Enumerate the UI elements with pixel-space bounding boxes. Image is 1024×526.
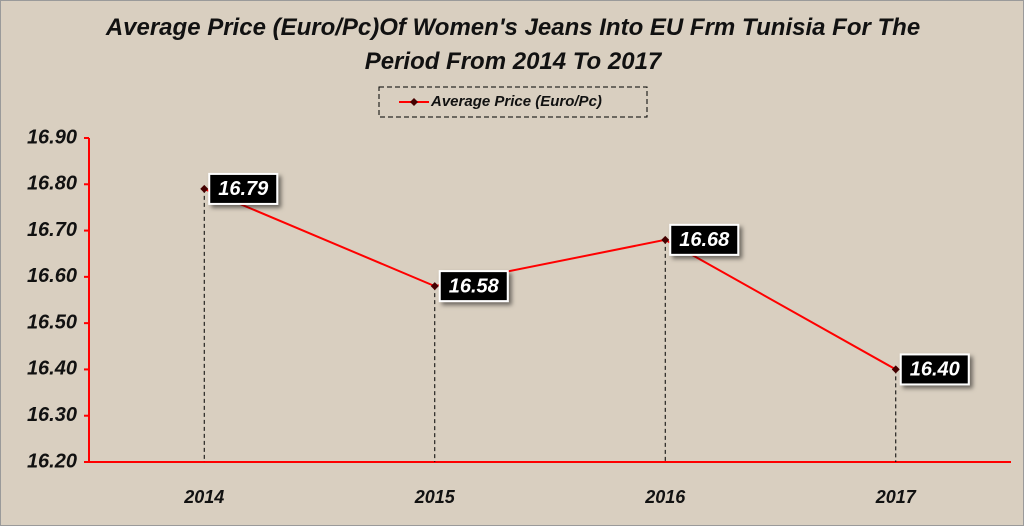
x-tick-label: 2014	[183, 487, 224, 507]
x-tick-label: 2016	[644, 487, 686, 507]
y-tick-label: 16.20	[27, 450, 77, 472]
data-label-box	[899, 353, 970, 386]
y-tick-label: 16.60	[27, 265, 77, 287]
x-tick-label: 2017	[875, 487, 917, 507]
y-tick-label: 16.70	[27, 219, 77, 241]
y-tick-label: 16.90	[27, 126, 77, 148]
point	[200, 184, 209, 193]
y-tick-label: 16.50	[27, 311, 77, 333]
data-label: 16.79	[218, 178, 269, 200]
x-tick-label: 2015	[414, 487, 456, 507]
y-tick-label: 16.40	[27, 358, 77, 380]
legend-box	[378, 86, 648, 118]
data-label: 16.68	[679, 229, 730, 251]
chart-title: Average Price (Euro/Pc)Of Women's Jeans …	[105, 14, 921, 75]
y-tick-label: 16.30	[27, 404, 77, 426]
data-label-box	[208, 172, 279, 205]
data-label: 16.58	[449, 275, 500, 297]
point	[661, 235, 670, 244]
legend-label: Average Price (Euro/Pc)	[430, 93, 602, 110]
y-tick-label: 16.80	[27, 173, 77, 195]
point	[891, 365, 900, 374]
data-label-box	[438, 270, 509, 303]
data-label-box	[669, 223, 740, 256]
point	[430, 282, 439, 291]
data-label: 16.40	[910, 359, 960, 381]
legend-marker	[410, 98, 418, 106]
series-line	[203, 187, 897, 371]
